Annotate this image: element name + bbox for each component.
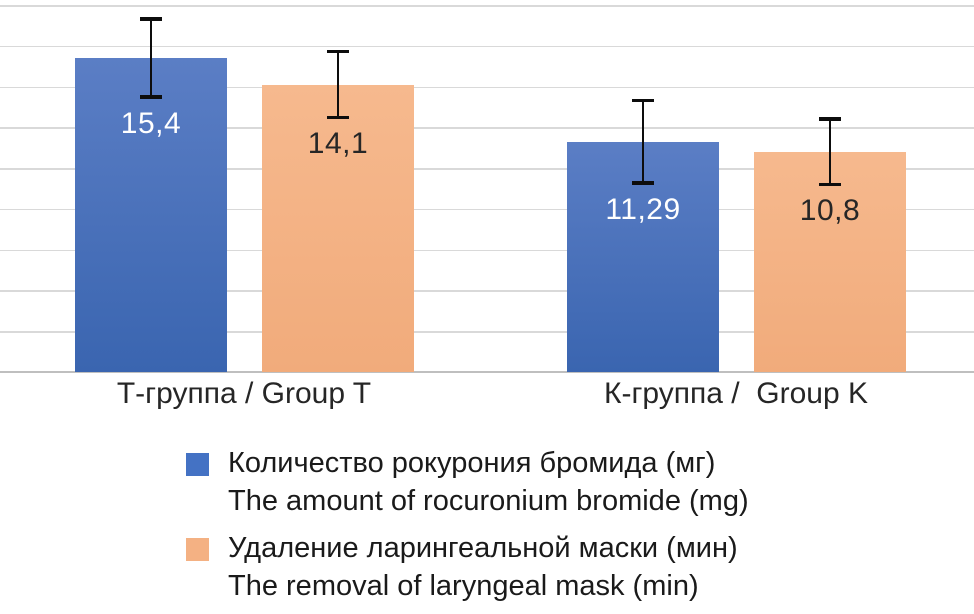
error-bar-cap-bottom [632, 181, 654, 185]
gridline-y-16 [0, 45, 974, 48]
error-bar-cap-top [819, 117, 841, 121]
legend-label-rocuronium-bromide: Количество рокурония бромида (мг) The amo… [228, 444, 749, 520]
legend-label-en: The amount of rocuronium bromide (mg) [228, 485, 749, 517]
legend-label-ru: Количество рокурония бромида (мг) [228, 447, 716, 479]
x-axis-label-group-k: К-группа / Group K [604, 377, 868, 410]
error-bar-laryngeal-mask-group-k [819, 117, 841, 187]
error-bar-cap-top [140, 17, 162, 21]
legend-item-rocuronium-bromide: Количество рокурония бромида (мг) The amo… [186, 444, 749, 520]
category-axis-line [0, 371, 974, 373]
gridline-y-12 [0, 127, 974, 129]
gridline-y-2 [0, 331, 974, 333]
error-bar-cap-bottom [327, 115, 349, 120]
legend-swatch-laryngeal-mask [186, 538, 209, 561]
bar-laryngeal-mask-group-k [754, 151, 906, 372]
bar-rocuronium-bromide-group-t [75, 58, 227, 372]
bar-laryngeal-mask-group-t [262, 84, 414, 372]
error-bar-stem [336, 49, 340, 120]
error-bar-rocuronium-bromide-group-t [140, 17, 162, 99]
error-bar-cap-top [632, 98, 654, 103]
legend-label-ru: Удаление ларингеальной маски (мин) [228, 532, 738, 564]
value-label-rocuronium-bromide-group-t: 15,4 [120, 106, 182, 140]
legend-swatch-rocuronium-bromide [186, 453, 209, 476]
error-bar-stem [149, 17, 153, 99]
value-label-rocuronium-bromide-group-k: 11,29 [605, 192, 681, 226]
error-bar-rocuronium-bromide-group-k [632, 98, 654, 185]
error-bar-stem [641, 98, 645, 185]
legend-label-laryngeal-mask: Удаление ларингеальной маски (мин) The re… [228, 529, 738, 605]
value-label-laryngeal-mask-group-t: 14,1 [307, 127, 369, 161]
error-bar-cap-bottom [819, 182, 841, 187]
legend-item-laryngeal-mask: Удаление ларингеальной маски (мин) The re… [186, 529, 738, 605]
gridline-y-18 [0, 5, 974, 7]
x-axis-label-group-t: Т-группа / Group T [116, 377, 372, 410]
error-bar-cap-top [327, 49, 349, 54]
gridline-y-6 [0, 249, 974, 252]
error-bar-laryngeal-mask-group-t [327, 49, 349, 120]
value-label-laryngeal-mask-group-k: 10,8 [799, 194, 861, 228]
gridline-y-14 [0, 86, 974, 89]
legend-label-en: The removal of laryngeal mask (min) [228, 570, 699, 602]
gridline-y-4 [0, 290, 974, 292]
gridline-y-10 [0, 168, 974, 170]
error-bar-stem [828, 117, 832, 187]
gridline-y-8 [0, 208, 974, 211]
error-bar-cap-bottom [140, 95, 162, 99]
